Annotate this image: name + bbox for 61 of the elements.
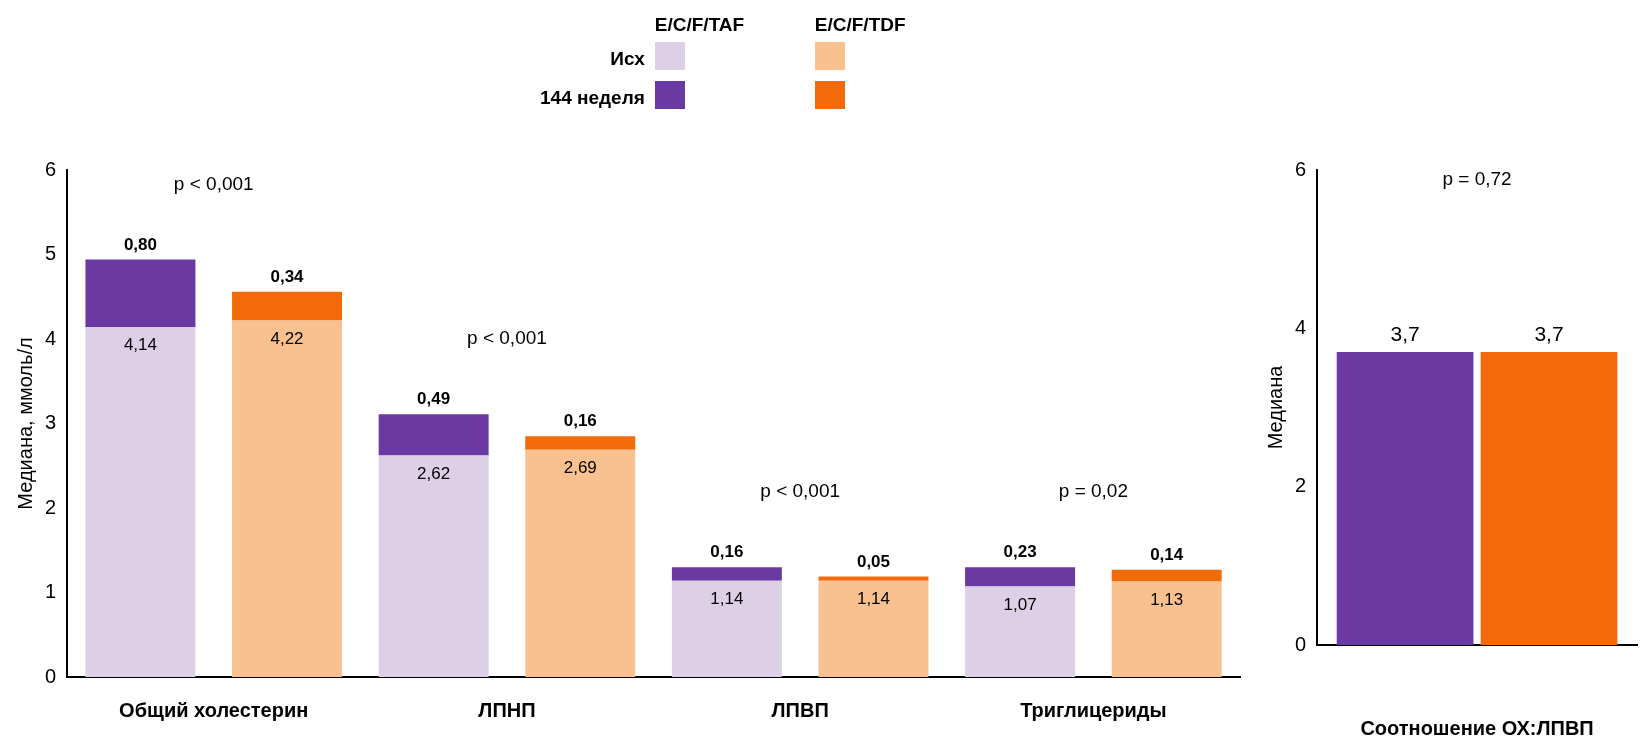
data-label: 0,80 <box>123 234 157 254</box>
y-tick-label: 6 <box>1295 157 1307 180</box>
bar <box>525 449 636 677</box>
x-axis-title: Соотношение ОХ:ЛПВП <box>1360 716 1594 739</box>
annotation: p = 0,72 <box>1442 168 1512 190</box>
data-label: 3,7 <box>1390 322 1420 346</box>
annotation: p < 0,001 <box>760 480 841 502</box>
x-tick-label: Триглицериды <box>1020 698 1167 721</box>
legend-label: 144 неделя <box>540 85 646 110</box>
y-tick-label: 2 <box>1295 474 1307 497</box>
data-label: 0,16 <box>563 411 597 431</box>
x-tick-label: ЛПНП <box>478 698 536 721</box>
data-label: 0,16 <box>710 542 744 562</box>
data-label: 0,49 <box>417 389 451 409</box>
y-tick-label: 0 <box>1295 632 1307 655</box>
annotation: p < 0,001 <box>173 172 254 194</box>
bar <box>1111 569 1222 582</box>
annotation: p < 0,001 <box>467 327 547 349</box>
annotation: p = 0,02 <box>1058 480 1128 502</box>
data-label: 1,14 <box>710 588 744 608</box>
bar <box>965 567 1076 587</box>
bar <box>85 259 196 328</box>
text: E/C/F/TDF <box>814 14 907 36</box>
y-tick-label: 0 <box>45 664 57 687</box>
y-tick-label: 5 <box>45 242 57 265</box>
bar <box>818 580 929 677</box>
data-label: 4,22 <box>270 328 304 348</box>
y-axis-title: Медиана, ммоль/л <box>13 337 36 510</box>
x-tick-label: Общий холестерин <box>119 698 309 721</box>
y-tick-label: 3 <box>45 411 57 434</box>
legend-label: Исх <box>609 46 646 71</box>
data-label: 0,23 <box>1003 542 1037 562</box>
bar <box>378 414 489 456</box>
data-label: 0,34 <box>270 266 305 286</box>
text: E/C/F/TAF <box>654 14 746 36</box>
data-label: 2,69 <box>563 457 597 477</box>
y-tick-label: 6 <box>45 157 57 180</box>
y-axis-title: Медиана <box>1263 364 1286 450</box>
data-label: 0,14 <box>1150 544 1184 564</box>
y-tick-label: 4 <box>1295 315 1307 338</box>
bar <box>671 567 782 581</box>
y-tick-label: 2 <box>45 495 57 518</box>
bar <box>232 320 343 677</box>
bar <box>525 436 636 450</box>
bar <box>1111 581 1222 677</box>
data-label: 1,07 <box>1003 594 1037 614</box>
bar <box>85 327 196 677</box>
data-label: 4,14 <box>123 335 157 355</box>
data-label: 1,13 <box>1150 589 1184 609</box>
bar <box>232 291 343 321</box>
data-label: 1,14 <box>856 588 891 608</box>
y-tick-label: 4 <box>45 326 57 349</box>
bar <box>671 580 782 677</box>
data-label: 2,62 <box>417 463 451 483</box>
bar <box>378 455 489 677</box>
data-label: 3,7 <box>1534 322 1564 346</box>
data-label: 0,05 <box>856 551 891 571</box>
x-tick-label: ЛПВП <box>771 698 829 721</box>
bar <box>965 586 1076 677</box>
bar <box>818 576 929 581</box>
y-tick-label: 1 <box>45 580 57 603</box>
